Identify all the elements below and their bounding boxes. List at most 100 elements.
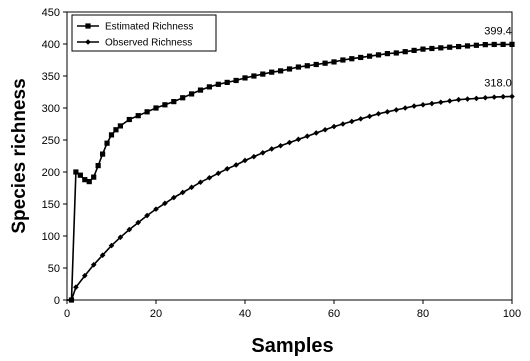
data-point xyxy=(188,184,195,191)
data-point xyxy=(286,66,293,72)
data-point xyxy=(366,113,373,120)
data-point xyxy=(126,116,132,123)
data-point xyxy=(153,105,159,111)
data-point xyxy=(464,96,471,102)
data-point xyxy=(286,139,293,146)
x-tick-label: 40 xyxy=(239,308,251,320)
data-point xyxy=(402,105,408,111)
y-tick-label: 300 xyxy=(42,103,60,115)
end-value-label: 318.0 xyxy=(484,77,512,89)
y-tick-label: 100 xyxy=(42,231,60,243)
x-tick-label: 20 xyxy=(150,308,162,320)
data-point xyxy=(456,43,462,50)
end-value-label: 399.4 xyxy=(484,25,512,37)
data-point xyxy=(215,81,221,87)
data-point xyxy=(197,87,204,93)
data-point xyxy=(491,94,497,100)
axes: 0 50 100 150 200 250 300 350 400 450 0 20 40 60 80 100 S… xyxy=(9,7,521,357)
legend-marker xyxy=(85,23,91,29)
data-point xyxy=(509,93,515,100)
data-point xyxy=(135,219,141,226)
data-point xyxy=(144,212,150,219)
data-point xyxy=(393,107,400,113)
series-line xyxy=(67,95,513,301)
data-point xyxy=(91,174,97,180)
data-point xyxy=(189,91,195,97)
series-estimated-richness: 399.4 xyxy=(67,25,515,303)
series-observed-richness: 318.0 xyxy=(67,77,515,303)
data-point xyxy=(68,297,75,303)
data-point xyxy=(233,77,239,84)
data-point xyxy=(375,52,382,58)
x-tick-label: 100 xyxy=(503,308,521,320)
data-point xyxy=(215,170,222,177)
data-point xyxy=(482,94,489,101)
data-point xyxy=(82,177,88,183)
y-tick-label: 50 xyxy=(48,263,60,275)
x-tick-label: 80 xyxy=(417,308,429,320)
data-point xyxy=(113,127,119,133)
y-tick-label: 150 xyxy=(42,199,60,211)
data-point xyxy=(117,234,124,241)
x-tick-label: 60 xyxy=(328,308,340,320)
data-point xyxy=(73,284,79,290)
data-point xyxy=(153,206,159,212)
data-point xyxy=(242,157,248,164)
data-point xyxy=(304,133,311,139)
y-tick-label: 400 xyxy=(42,39,60,51)
data-point xyxy=(260,150,266,156)
series-line xyxy=(67,43,512,301)
data-point xyxy=(375,110,382,117)
legend-box xyxy=(71,14,217,52)
data-point xyxy=(126,226,133,233)
data-point xyxy=(171,99,177,105)
series-layer: 399.4 318.0 xyxy=(67,25,515,303)
data-point xyxy=(162,200,168,207)
data-point xyxy=(349,118,355,125)
data-point xyxy=(322,60,328,66)
data-point xyxy=(73,169,79,175)
data-point xyxy=(331,59,337,65)
data-point xyxy=(491,41,497,48)
data-point xyxy=(278,68,284,74)
data-point xyxy=(86,179,92,185)
data-point xyxy=(313,130,319,136)
data-point xyxy=(393,50,399,56)
data-point xyxy=(95,163,101,169)
data-point xyxy=(340,121,346,127)
data-point xyxy=(104,140,110,146)
data-point xyxy=(268,146,275,152)
data-point xyxy=(90,262,97,268)
data-point xyxy=(322,126,328,133)
y-tick-label: 200 xyxy=(42,167,60,179)
data-point xyxy=(464,43,471,49)
data-point xyxy=(349,56,355,62)
legend: Estimated Richness Observed Richness xyxy=(71,14,217,52)
data-point xyxy=(420,46,426,52)
legend-label: Estimated Richness xyxy=(105,22,193,33)
data-point xyxy=(108,132,115,138)
data-point xyxy=(82,272,88,279)
data-point xyxy=(420,102,426,108)
data-point xyxy=(358,54,364,61)
data-point xyxy=(313,61,319,68)
data-point xyxy=(438,99,444,106)
data-point xyxy=(144,109,150,115)
data-point xyxy=(197,179,204,186)
y-axis-title: Species richness xyxy=(9,78,30,233)
data-point xyxy=(500,93,506,100)
y-tick-label: 350 xyxy=(42,71,60,83)
data-point xyxy=(171,194,177,201)
data-point xyxy=(260,71,266,77)
data-point xyxy=(455,96,462,103)
y-tick-label: 250 xyxy=(42,135,60,147)
data-point xyxy=(242,75,248,81)
legend-label: Observed Richness xyxy=(105,38,192,49)
y-tick-label: 0 xyxy=(54,295,60,307)
data-point xyxy=(411,47,417,53)
data-point xyxy=(446,98,453,104)
data-point xyxy=(447,44,453,50)
y-tick-label: 450 xyxy=(42,7,60,19)
data-point xyxy=(77,172,83,178)
